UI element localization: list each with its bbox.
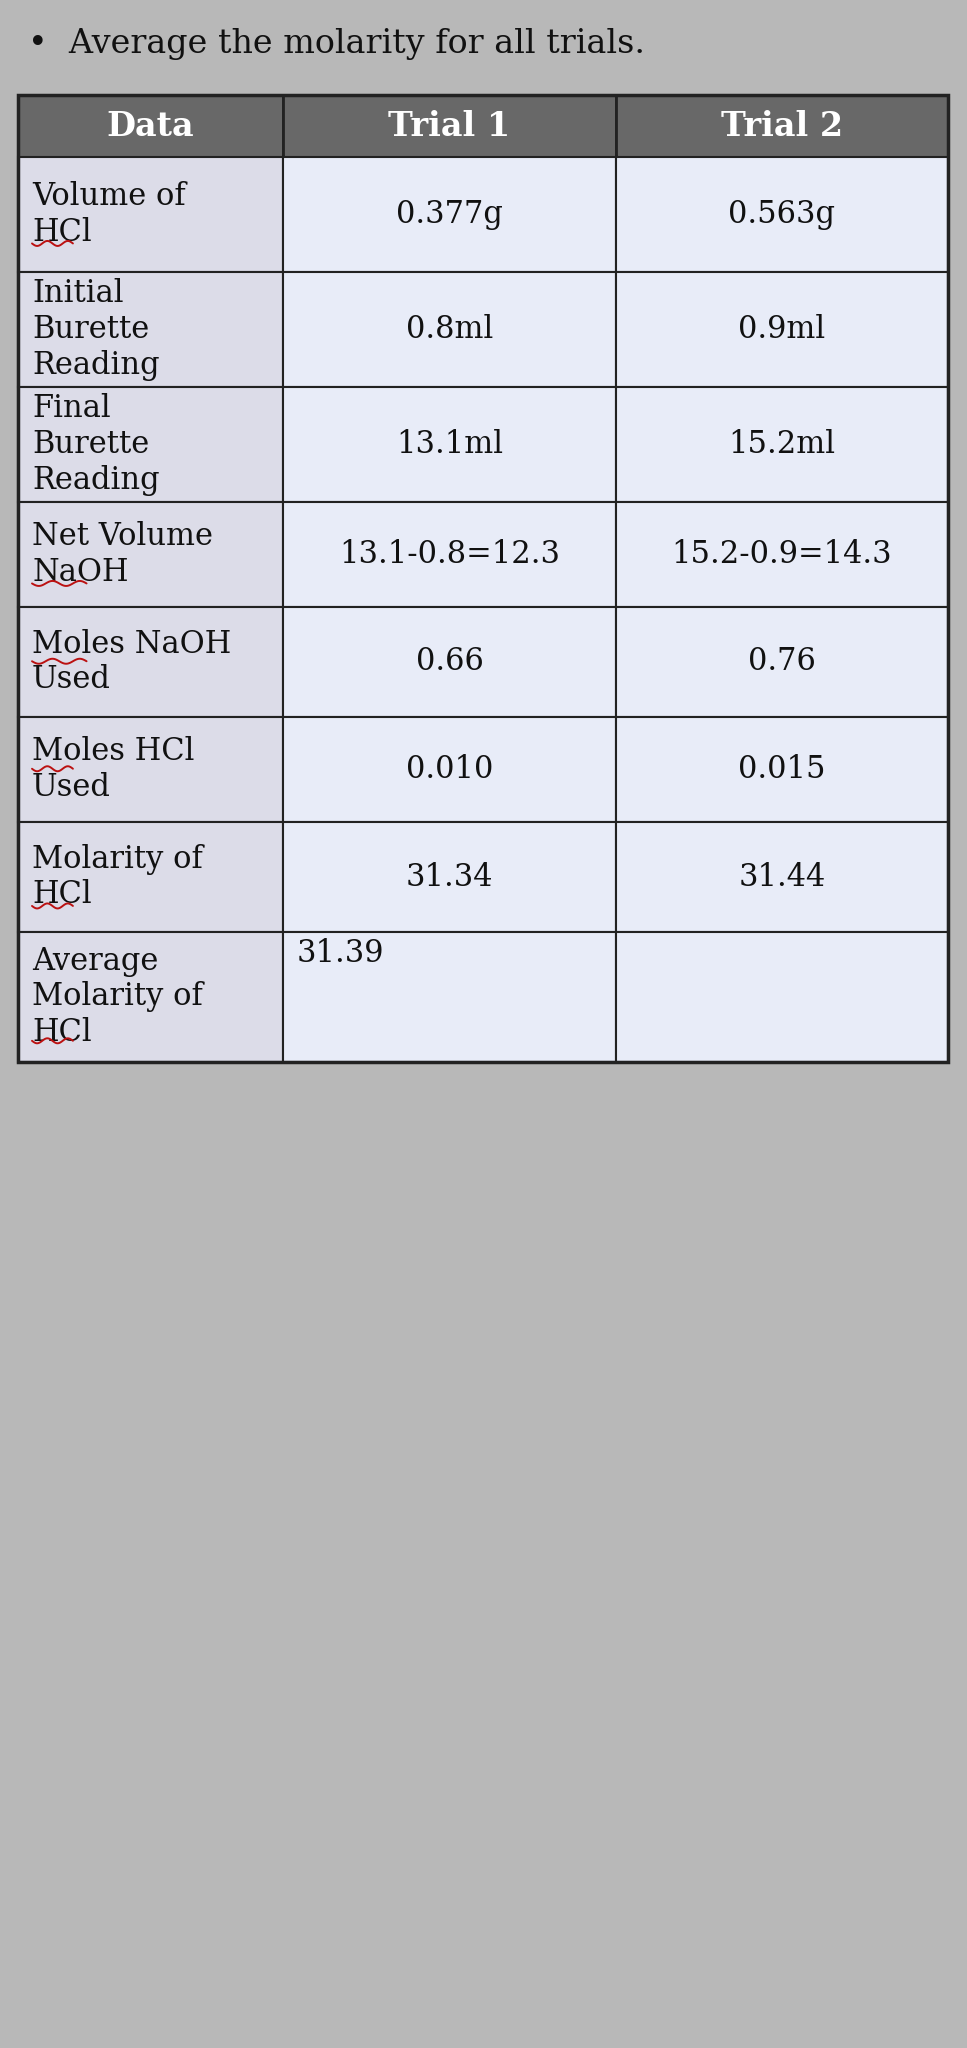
Text: Data: Data — [106, 109, 194, 143]
Bar — [18, 502, 283, 606]
Text: Net Volume
NaOH: Net Volume NaOH — [32, 520, 213, 588]
Text: Trial 2: Trial 2 — [721, 109, 843, 143]
Bar — [18, 821, 283, 932]
Bar — [18, 387, 283, 502]
Bar — [18, 94, 948, 1063]
Text: Molarity of
HCl: Molarity of HCl — [32, 844, 203, 911]
Bar — [616, 272, 948, 387]
Text: 0.010: 0.010 — [406, 754, 493, 784]
Bar — [283, 272, 616, 387]
Bar — [616, 94, 948, 158]
Bar — [616, 932, 948, 1063]
Bar — [283, 717, 616, 821]
Text: 15.2ml: 15.2ml — [728, 428, 835, 461]
Text: 13.1ml: 13.1ml — [396, 428, 503, 461]
Bar — [18, 158, 283, 272]
Text: 0.563g: 0.563g — [728, 199, 835, 229]
Text: 0.377g: 0.377g — [396, 199, 503, 229]
Text: 0.9ml: 0.9ml — [739, 313, 826, 344]
Bar — [616, 502, 948, 606]
Text: 31.34: 31.34 — [406, 862, 493, 893]
Bar — [283, 932, 616, 1063]
Text: 0.8ml: 0.8ml — [406, 313, 493, 344]
Text: Average
Molarity of
HCl: Average Molarity of HCl — [32, 946, 203, 1049]
Text: Trial 1: Trial 1 — [389, 109, 511, 143]
Text: Moles NaOH
Used: Moles NaOH Used — [32, 629, 231, 696]
Text: •  Average the molarity for all trials.: • Average the molarity for all trials. — [28, 29, 645, 59]
Text: 0.015: 0.015 — [738, 754, 826, 784]
Text: Volume of
HCl: Volume of HCl — [32, 180, 186, 248]
Text: 13.1-0.8=12.3: 13.1-0.8=12.3 — [339, 539, 560, 569]
Bar — [616, 387, 948, 502]
Bar — [283, 502, 616, 606]
Bar — [283, 94, 616, 158]
Text: 15.2-0.9=14.3: 15.2-0.9=14.3 — [672, 539, 893, 569]
Text: 0.66: 0.66 — [416, 647, 484, 678]
Bar — [283, 158, 616, 272]
Text: 0.76: 0.76 — [748, 647, 816, 678]
Text: 31.44: 31.44 — [739, 862, 826, 893]
Bar — [616, 158, 948, 272]
Text: Final
Burette
Reading: Final Burette Reading — [32, 393, 160, 496]
Bar — [283, 387, 616, 502]
Text: 31.39: 31.39 — [297, 938, 385, 969]
Bar — [18, 932, 283, 1063]
Bar — [18, 717, 283, 821]
Bar — [18, 606, 283, 717]
Bar — [616, 717, 948, 821]
Bar — [18, 94, 283, 158]
Text: Initial
Burette
Reading: Initial Burette Reading — [32, 279, 160, 381]
Bar — [616, 606, 948, 717]
Bar — [283, 821, 616, 932]
Bar — [283, 606, 616, 717]
Bar — [616, 821, 948, 932]
Text: Moles HCl
Used: Moles HCl Used — [32, 735, 194, 803]
Bar — [18, 272, 283, 387]
